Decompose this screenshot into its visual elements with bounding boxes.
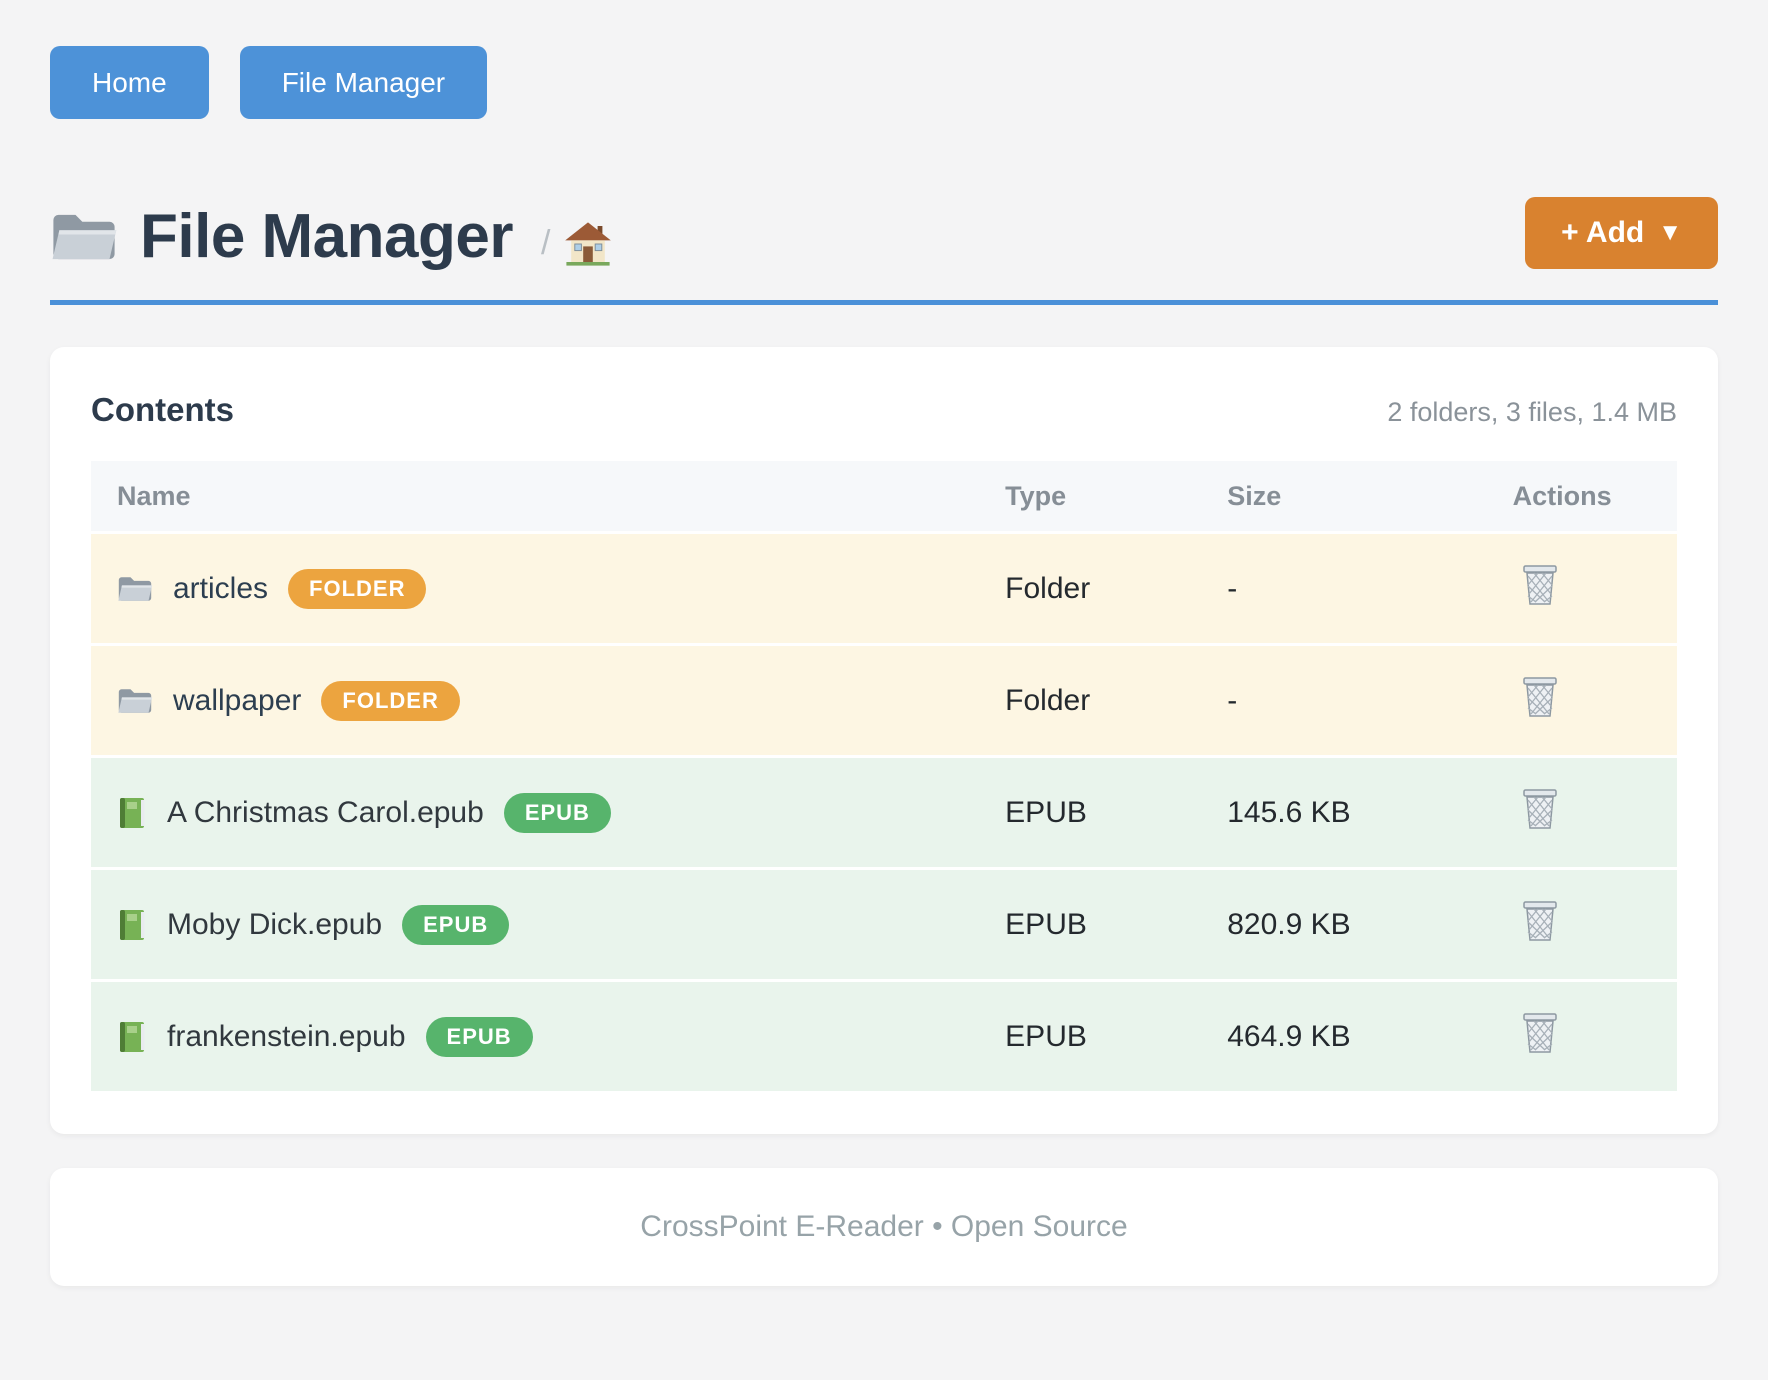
column-header-actions: Actions <box>1486 461 1677 534</box>
table-row[interactable]: A Christmas Carol.epub EPUB EPUB 145.6 K… <box>91 758 1677 870</box>
file-manager-nav-button[interactable]: File Manager <box>239 46 488 119</box>
table-row[interactable]: articles FOLDER Folder - <box>91 534 1677 646</box>
trash-icon <box>1522 676 1557 717</box>
delete-button[interactable] <box>1521 900 1559 942</box>
type-badge: FOLDER <box>321 680 460 721</box>
table-header: Name Type Size Actions <box>91 461 1677 534</box>
type-badge: EPUB <box>503 792 611 833</box>
column-header-size: Size <box>1201 461 1487 534</box>
trash-icon <box>1522 788 1557 829</box>
home-icon[interactable] <box>564 221 612 267</box>
book-icon <box>120 909 145 940</box>
page-title: File Manager <box>140 202 514 271</box>
trash-icon <box>1522 564 1557 605</box>
type-badge: FOLDER <box>288 568 427 609</box>
table-row[interactable]: wallpaper FOLDER Folder - <box>91 646 1677 758</box>
file-type: Folder <box>979 534 1202 646</box>
contents-card: Contents 2 folders, 3 files, 1.4 MB Name… <box>50 347 1718 1134</box>
footer-text: CrossPoint E-Reader • Open Source <box>640 1210 1128 1243</box>
table-row[interactable]: Moby Dick.epub EPUB EPUB 820.9 KB <box>91 870 1677 982</box>
contents-header: Contents 2 folders, 3 files, 1.4 MB <box>91 391 1677 429</box>
delete-button[interactable] <box>1521 788 1559 830</box>
table-row[interactable]: frankenstein.epub EPUB EPUB 464.9 KB <box>91 982 1677 1094</box>
trash-icon <box>1522 900 1557 941</box>
add-button-label: + Add <box>1561 216 1645 249</box>
contents-summary: 2 folders, 3 files, 1.4 MB <box>1387 397 1677 427</box>
folder-icon <box>118 576 153 601</box>
column-header-name: Name <box>91 461 980 534</box>
file-size: - <box>1201 534 1487 646</box>
file-type: EPUB <box>979 982 1202 1094</box>
footer-card: CrossPoint E-Reader • Open Source <box>50 1168 1718 1286</box>
file-name: A Christmas Carol.epub <box>167 795 484 829</box>
file-size: - <box>1201 646 1487 758</box>
file-name: Moby Dick.epub <box>167 907 383 941</box>
top-nav: Home File Manager <box>50 46 1718 119</box>
type-badge: EPUB <box>402 904 510 945</box>
file-name: articles <box>173 571 269 605</box>
file-name: frankenstein.epub <box>167 1019 406 1053</box>
file-type: EPUB <box>979 870 1202 982</box>
file-name: wallpaper <box>173 683 302 717</box>
file-type: Folder <box>979 646 1202 758</box>
file-size: 820.9 KB <box>1201 870 1487 982</box>
title-divider <box>50 300 1718 305</box>
delete-button[interactable] <box>1521 1012 1559 1054</box>
folder-icon <box>118 688 153 713</box>
column-header-type: Type <box>979 461 1202 534</box>
contents-heading: Contents <box>91 391 234 428</box>
add-button[interactable]: + Add ▼ <box>1525 197 1718 269</box>
delete-button[interactable] <box>1521 564 1559 606</box>
file-type: EPUB <box>979 758 1202 870</box>
book-icon <box>120 1021 145 1052</box>
table-body: articles FOLDER Folder - <box>91 534 1677 1094</box>
trash-icon <box>1522 1012 1557 1053</box>
type-badge: EPUB <box>425 1016 533 1057</box>
home-nav-button[interactable]: Home <box>50 46 209 119</box>
delete-button[interactable] <box>1521 676 1559 718</box>
caret-down-icon: ▼ <box>1658 219 1682 246</box>
breadcrumb-separator: / <box>541 224 551 262</box>
file-size: 464.9 KB <box>1201 982 1487 1094</box>
page-header: File Manager / + Add ▼ <box>50 197 1718 272</box>
file-size: 145.6 KB <box>1201 758 1487 870</box>
folder-icon <box>52 214 117 259</box>
book-icon <box>120 797 145 828</box>
file-table: Name Type Size Actions <box>91 461 1677 1094</box>
